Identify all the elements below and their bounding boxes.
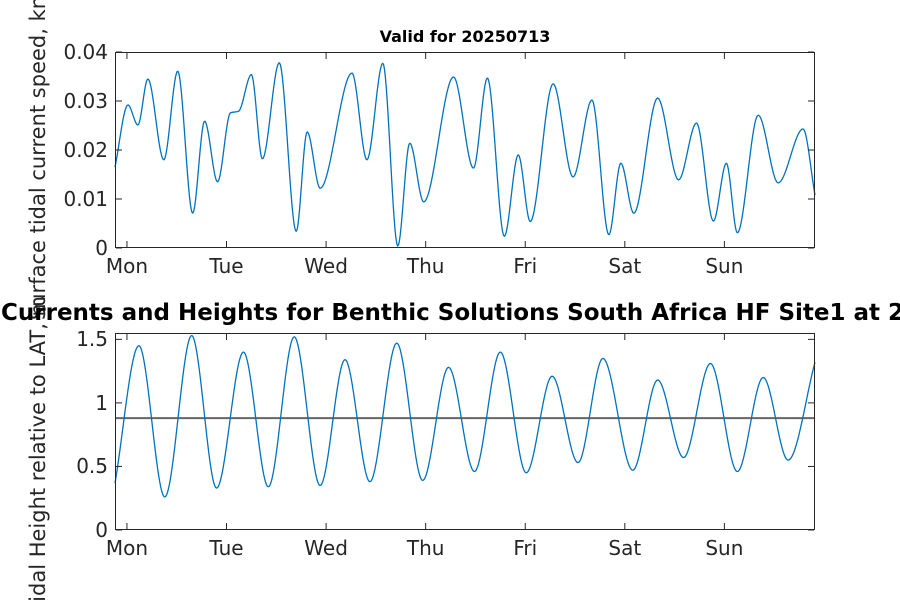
y-tick-label: 0	[95, 236, 108, 260]
y-tick-label: 0.04	[63, 40, 108, 64]
surface-current-speed-curve	[114, 62, 816, 247]
y-tick-label: 0.03	[63, 89, 108, 113]
x-tick-label: Sun	[705, 254, 744, 278]
x-tick-label: Sat	[608, 536, 642, 560]
axes-border	[115, 333, 815, 530]
y-tick-label: 0	[95, 518, 108, 542]
height-axes	[114, 333, 816, 531]
speed-axes	[114, 51, 816, 249]
x-tick-label: Sat	[608, 254, 642, 278]
figure-suptitle: Currents and Heights for Benthic Solutio…	[1, 300, 900, 326]
y-tick-label: 0.01	[63, 187, 108, 211]
x-tick-label: Thu	[406, 536, 445, 560]
y-tick-label: 1.5	[76, 327, 108, 352]
tidal-height-curve	[114, 334, 816, 498]
x-tick-label: Tue	[209, 254, 244, 278]
y-tick-label: 1	[95, 390, 108, 415]
x-tick-label: Thu	[406, 254, 445, 278]
y-tick-label: 0.5	[76, 454, 108, 479]
x-tick-label: Wed	[304, 254, 348, 278]
x-tick-label: Wed	[304, 536, 348, 560]
y-tick-label: 0.02	[63, 138, 108, 162]
x-tick-label: Mon	[105, 536, 149, 560]
speed-subplot-title: Valid for 20250713	[379, 27, 551, 46]
x-tick-label: Tue	[209, 536, 244, 560]
x-tick-label: Fri	[513, 254, 538, 278]
x-tick-label: Mon	[105, 254, 149, 278]
x-tick-label: Fri	[513, 536, 538, 560]
axes-border	[115, 52, 815, 248]
x-tick-label: Sun	[705, 536, 744, 560]
